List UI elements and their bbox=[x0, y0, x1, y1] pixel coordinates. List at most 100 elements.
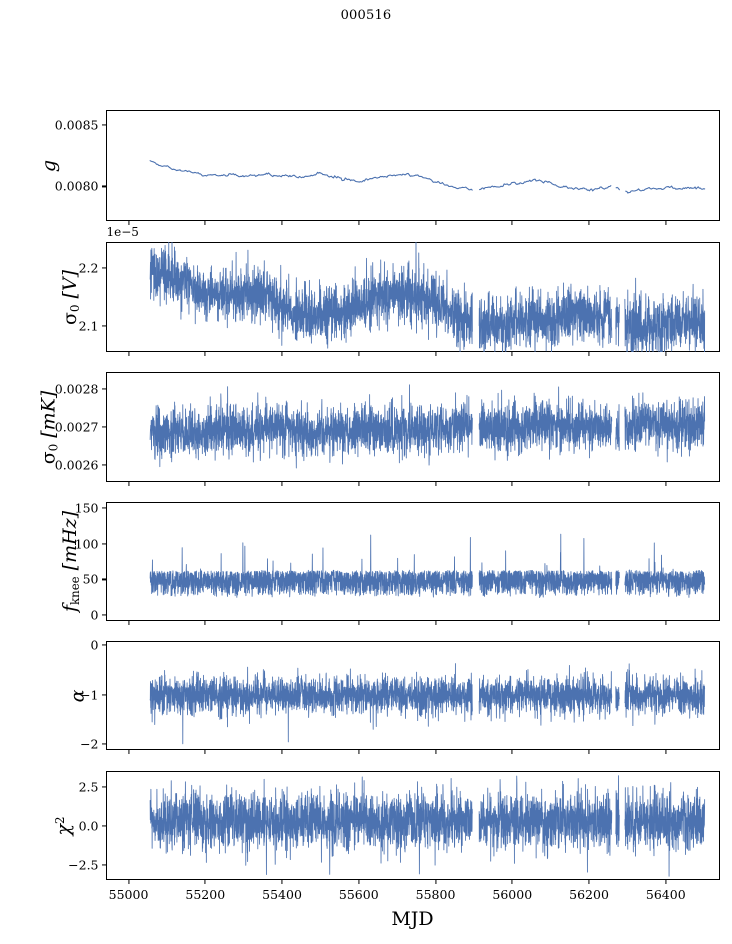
x-tick-mark bbox=[127, 221, 130, 225]
y-axis-label-chi2: χ2 bbox=[52, 815, 75, 836]
x-tick-mark bbox=[434, 880, 437, 884]
x-tick-mark bbox=[204, 880, 206, 884]
y-tick-label: 0.0085 bbox=[54, 117, 99, 133]
x-tick-mark bbox=[434, 221, 437, 225]
x-tick-mark bbox=[358, 221, 360, 225]
y-tick-mark bbox=[101, 388, 106, 390]
y-tick-label: 100 bbox=[74, 536, 99, 552]
y-tick-label: 2.1 bbox=[78, 318, 99, 334]
y-tick-mark bbox=[101, 578, 106, 580]
y-tick-label: 0.0026 bbox=[54, 457, 99, 473]
x-tick-mark bbox=[358, 880, 360, 884]
y-axis-offset-text-sigma0_V: 1e−5 bbox=[106, 225, 139, 239]
x-tick-label: 56400 bbox=[645, 887, 686, 902]
figure-title: 000516 bbox=[340, 8, 392, 23]
x-tick-mark bbox=[588, 352, 590, 356]
panel-frame-g bbox=[105, 110, 720, 221]
x-tick-mark bbox=[665, 221, 667, 225]
y-tick-mark bbox=[101, 543, 106, 545]
x-tick-mark bbox=[588, 221, 590, 225]
x-tick-mark bbox=[127, 482, 130, 486]
y-tick-mark bbox=[101, 864, 106, 866]
y-tick-mark bbox=[101, 614, 106, 616]
plot-panel-fknee: 150 100 50 0 bbox=[75, 500, 720, 625]
y-tick-mark bbox=[101, 693, 106, 696]
x-tick-label: 55600 bbox=[338, 887, 379, 902]
x-tick-mark bbox=[281, 482, 283, 486]
plot-panel-chi2: 2.5 0.0 −2.5 55000 55200 55400 55600 55800 56000… bbox=[68, 771, 720, 902]
y-tick-label: −2 bbox=[80, 736, 99, 752]
y-tick-label: 2.2 bbox=[78, 260, 99, 276]
data-line-chi2 bbox=[149, 775, 705, 877]
panel-frame-fknee bbox=[105, 502, 720, 621]
y-tick-label: 0.0080 bbox=[54, 178, 99, 194]
x-tick-mark bbox=[665, 621, 667, 625]
data-line-g bbox=[149, 160, 705, 194]
x-tick-mark bbox=[204, 482, 206, 486]
y-tick-mark bbox=[101, 507, 106, 509]
y-tick-label: 0.0 bbox=[78, 818, 99, 834]
y-tick-label: 2.5 bbox=[78, 779, 99, 795]
x-tick-mark bbox=[511, 750, 513, 754]
x-tick-mark bbox=[127, 352, 130, 356]
x-tick-mark bbox=[665, 482, 667, 486]
y-tick-label: −2.5 bbox=[68, 857, 99, 873]
y-tick-mark bbox=[101, 743, 106, 745]
x-tick-mark bbox=[204, 221, 206, 225]
x-tick-mark bbox=[127, 880, 130, 884]
plot-panel-sigma0_mK: 0.0028 0.0027 0.0026 bbox=[55, 372, 720, 486]
y-tick-mark bbox=[101, 185, 106, 188]
x-tick-label: 56200 bbox=[569, 887, 609, 902]
y-tick-mark bbox=[101, 786, 106, 788]
y-axis-label-g: g bbox=[37, 159, 60, 172]
x-tick-mark bbox=[434, 621, 437, 625]
data-line-sigma0_V bbox=[149, 242, 705, 352]
plot-panel-g: 0.0085 0.0080 bbox=[55, 110, 720, 225]
x-tick-label: 55000 bbox=[108, 887, 149, 902]
data-line-alpha bbox=[149, 663, 705, 745]
y-tick-mark bbox=[101, 124, 106, 126]
x-tick-mark bbox=[358, 750, 360, 754]
x-tick-mark bbox=[281, 880, 283, 884]
plot-panel-sigma0_V: 2.2 2.1 bbox=[79, 242, 720, 356]
y-tick-mark bbox=[101, 644, 106, 646]
y-tick-mark bbox=[101, 464, 106, 466]
x-tick-mark bbox=[127, 621, 130, 625]
x-tick-mark bbox=[358, 482, 360, 486]
y-axis-label-sigma0_mK: σ0 [mK] bbox=[37, 390, 61, 464]
x-tick-mark bbox=[588, 880, 590, 884]
x-tick-mark bbox=[434, 352, 437, 356]
y-tick-label: 0.0027 bbox=[54, 419, 99, 435]
y-tick-mark bbox=[101, 825, 106, 827]
x-tick-mark bbox=[281, 750, 283, 754]
x-tick-mark bbox=[511, 221, 513, 225]
x-tick-mark bbox=[665, 880, 667, 884]
x-tick-mark bbox=[127, 750, 130, 754]
x-tick-mark bbox=[281, 621, 283, 625]
y-axis-label-fknee: fknee [mHz] bbox=[58, 510, 82, 613]
x-tick-mark bbox=[665, 750, 667, 754]
data-line-fknee bbox=[149, 533, 705, 599]
x-tick-mark bbox=[511, 880, 513, 884]
x-tick-mark bbox=[434, 482, 437, 486]
y-tick-label: 0 bbox=[90, 637, 99, 653]
plot-panel-alpha: 0 −1 −2 bbox=[80, 637, 720, 754]
x-tick-mark bbox=[434, 750, 437, 754]
x-tick-mark bbox=[358, 621, 360, 625]
x-tick-label: 55800 bbox=[415, 887, 456, 902]
x-tick-mark bbox=[511, 482, 513, 486]
x-tick-mark bbox=[281, 221, 283, 225]
x-tick-mark bbox=[588, 482, 590, 486]
y-tick-label: 50 bbox=[82, 571, 99, 587]
y-tick-label: −1 bbox=[80, 687, 99, 702]
x-tick-label: 56000 bbox=[492, 887, 533, 902]
x-axis-label: MJD bbox=[391, 908, 434, 930]
x-tick-mark bbox=[511, 352, 513, 356]
x-tick-mark bbox=[204, 352, 206, 356]
y-tick-mark bbox=[101, 325, 106, 327]
x-tick-mark bbox=[204, 621, 206, 625]
y-axis-label-sigma0_V: σ0 [V] bbox=[58, 269, 82, 325]
y-tick-mark bbox=[101, 426, 106, 428]
x-tick-mark bbox=[588, 750, 590, 754]
